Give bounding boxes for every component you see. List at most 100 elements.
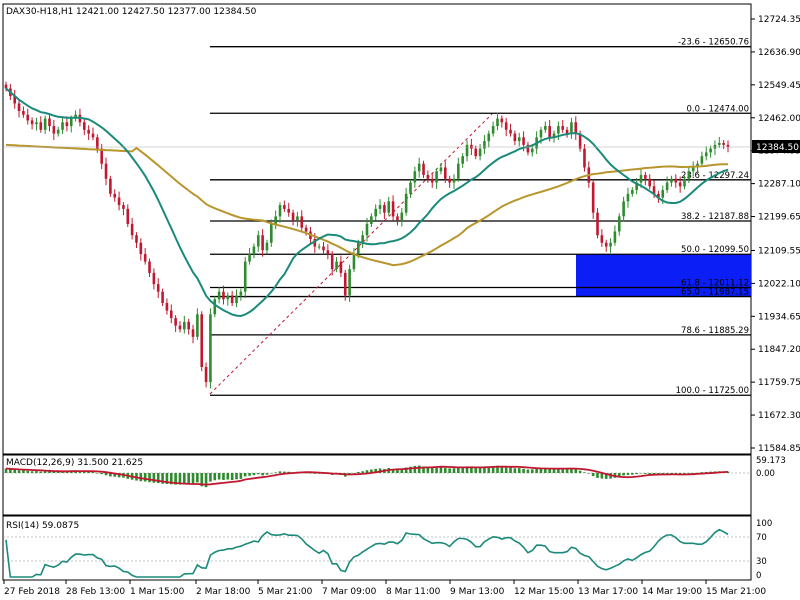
fib-level-label: 38.2 - 12187.88 <box>681 212 749 222</box>
macd-bar <box>87 471 90 473</box>
candle-body <box>22 110 25 115</box>
candle-body <box>117 197 121 206</box>
candle-body <box>143 254 147 262</box>
macd-bar <box>82 471 86 473</box>
candle-body <box>461 156 464 164</box>
price-axis-label: 12636.90 <box>758 48 800 58</box>
candle-body <box>609 242 612 247</box>
macd-bar <box>426 467 430 473</box>
macd-bar <box>670 473 673 474</box>
macd-bar <box>91 472 95 473</box>
candle-body <box>156 284 160 292</box>
macd-bar <box>474 467 478 473</box>
candle-body <box>209 314 212 383</box>
candle-body <box>291 212 295 221</box>
candle-body <box>56 129 60 134</box>
macd-bar <box>504 467 508 473</box>
macd-bar <box>522 468 525 473</box>
macd-bar <box>435 466 438 473</box>
candle-body <box>48 118 51 127</box>
macd-pane-frame <box>2 454 752 516</box>
macd-bar <box>143 473 147 482</box>
candle-body <box>69 118 73 127</box>
candle-body <box>665 182 669 191</box>
candle-body <box>109 178 112 194</box>
macd-bar <box>187 473 190 485</box>
macd-bar <box>374 468 377 473</box>
fib-level-label: 50.0 - 12099.50 <box>681 245 749 255</box>
candle-body <box>82 122 86 130</box>
macd-bar <box>174 473 177 485</box>
rsi-axis-30: 30 <box>756 557 767 567</box>
macd-bar <box>596 473 599 478</box>
macd-bar <box>304 472 308 474</box>
price-axis-label: 12109.55 <box>758 246 800 256</box>
macd-bar <box>117 473 121 478</box>
fib-level-label: 100.0 - 11725.00 <box>676 386 749 396</box>
macd-axis-top: 59.173 <box>756 456 786 466</box>
candle-body <box>391 201 395 217</box>
rsi-axis-70: 70 <box>756 533 767 543</box>
candle-body <box>296 216 299 221</box>
macd-bar <box>196 473 199 483</box>
macd-bar <box>391 469 395 473</box>
candle-body <box>174 318 177 326</box>
candle-body <box>496 118 499 127</box>
candle-body <box>256 235 260 247</box>
candle-body <box>4 84 8 89</box>
macd-bar <box>496 465 499 473</box>
price-axis-label: 11759.75 <box>758 378 800 388</box>
candle-body <box>283 205 286 209</box>
candle-body <box>652 186 656 194</box>
candle-body <box>300 216 304 228</box>
rsi-pane-frame <box>2 515 752 581</box>
macd-bar <box>169 473 173 485</box>
macd-bar <box>578 470 582 473</box>
candle-body <box>448 178 451 183</box>
candle-body <box>317 246 321 248</box>
macd-bar <box>517 468 521 473</box>
candle-body <box>343 272 347 296</box>
candle-body <box>104 163 108 179</box>
candle-body <box>591 182 595 213</box>
macd-bar <box>583 472 586 473</box>
macd-bar <box>287 471 291 473</box>
candle-body <box>26 114 30 121</box>
macd-bar <box>691 473 695 474</box>
macd-bar <box>548 468 551 473</box>
candle-body <box>570 122 573 134</box>
candle-body <box>204 367 208 383</box>
candle-body <box>565 129 569 134</box>
candle-body <box>96 137 99 149</box>
macd-bar <box>274 472 277 473</box>
macd-bar <box>56 471 60 473</box>
macd-signal-line <box>5 465 729 486</box>
candle-body <box>722 142 725 145</box>
time-axis-label: 13 Mar 17:00 <box>578 587 638 597</box>
candle-body <box>657 193 660 198</box>
macd-bar <box>409 466 412 473</box>
macd-bar <box>591 473 595 477</box>
macd-bar <box>256 473 260 475</box>
macd-bar <box>535 468 538 473</box>
macd-bar <box>700 472 704 473</box>
candle-body <box>613 231 617 243</box>
candle-body <box>530 148 534 153</box>
candle-body <box>304 227 308 232</box>
candle-body <box>122 205 125 209</box>
candle-body <box>435 171 438 183</box>
candle-body <box>678 182 682 187</box>
time-axis-label: 27 Feb 2018 <box>4 587 60 597</box>
macd-bar <box>261 473 264 476</box>
candle-body <box>704 152 708 157</box>
macd-bar <box>600 473 604 479</box>
rsi-line <box>5 528 729 578</box>
candle-body <box>387 201 391 213</box>
candle-body <box>265 242 269 251</box>
moving-average-fast <box>5 87 729 318</box>
candle-body <box>13 95 16 104</box>
macd-bar <box>483 466 486 473</box>
candle-body <box>352 254 356 270</box>
candle-body <box>126 208 130 224</box>
